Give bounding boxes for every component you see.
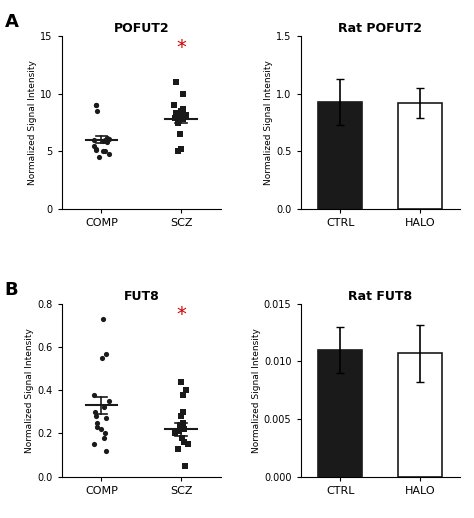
Point [101, 136, 109, 144]
Point [182, 110, 190, 119]
Point [179, 90, 187, 98]
Point [180, 408, 187, 416]
Point [178, 378, 185, 386]
Point [103, 138, 111, 146]
Title: Rat FUT8: Rat FUT8 [348, 290, 412, 303]
Point [178, 145, 185, 153]
Point [92, 145, 100, 153]
Point [177, 111, 184, 120]
Y-axis label: Normalized Signal Intensity: Normalized Signal Intensity [28, 60, 37, 185]
Point [102, 447, 109, 455]
Bar [398, 353, 442, 477]
Text: *: * [176, 305, 186, 324]
Point [181, 462, 188, 470]
Point [179, 391, 186, 399]
Point [177, 107, 185, 115]
Point [182, 386, 190, 394]
Y-axis label: Normalized Signal Intensity: Normalized Signal Intensity [264, 60, 273, 185]
Point [92, 101, 100, 109]
Point [99, 137, 107, 145]
Point [179, 419, 187, 427]
Point [91, 141, 98, 150]
Point [90, 391, 97, 399]
Point [90, 440, 98, 449]
Point [93, 419, 100, 427]
Point [170, 101, 178, 109]
Point [103, 350, 110, 358]
Point [174, 147, 182, 155]
Point [173, 109, 180, 118]
Title: FUT8: FUT8 [123, 290, 159, 303]
Point [181, 438, 188, 446]
Point [90, 136, 98, 144]
Point [101, 429, 109, 438]
Point [180, 425, 188, 433]
Title: POFUT2: POFUT2 [113, 22, 169, 35]
Bar [398, 103, 442, 209]
Point [177, 412, 185, 420]
Point [99, 147, 107, 155]
Point [176, 421, 184, 429]
Point [101, 147, 109, 155]
Point [179, 105, 186, 113]
Point [176, 423, 184, 431]
Point [93, 423, 101, 431]
Point [100, 434, 107, 442]
Point [102, 414, 109, 423]
Point [179, 115, 187, 123]
Point [174, 113, 182, 121]
Point [100, 315, 107, 323]
Point [175, 427, 183, 435]
Point [105, 397, 112, 405]
Point [176, 130, 184, 138]
Point [184, 440, 191, 449]
Point [100, 404, 108, 412]
Point [105, 135, 113, 143]
Point [172, 429, 179, 438]
Title: Rat POFUT2: Rat POFUT2 [338, 22, 422, 35]
Text: B: B [5, 281, 18, 299]
Bar [319, 102, 362, 209]
Point [92, 412, 100, 420]
Point [93, 107, 100, 115]
Point [92, 146, 100, 154]
Point [92, 101, 100, 109]
Point [91, 408, 99, 416]
Bar [319, 350, 362, 477]
Point [174, 119, 182, 127]
Text: *: * [176, 38, 186, 57]
Point [174, 444, 182, 453]
Point [172, 114, 179, 122]
Point [103, 134, 110, 142]
Point [96, 153, 103, 161]
Text: A: A [5, 13, 18, 31]
Point [178, 434, 185, 442]
Point [105, 150, 112, 158]
Point [98, 354, 105, 362]
Point [98, 425, 105, 433]
Y-axis label: Normalized Signal Intensity: Normalized Signal Intensity [26, 328, 35, 453]
Point [175, 113, 183, 121]
Point [172, 78, 180, 87]
Y-axis label: Normalized Signal Intensity: Normalized Signal Intensity [252, 328, 261, 453]
